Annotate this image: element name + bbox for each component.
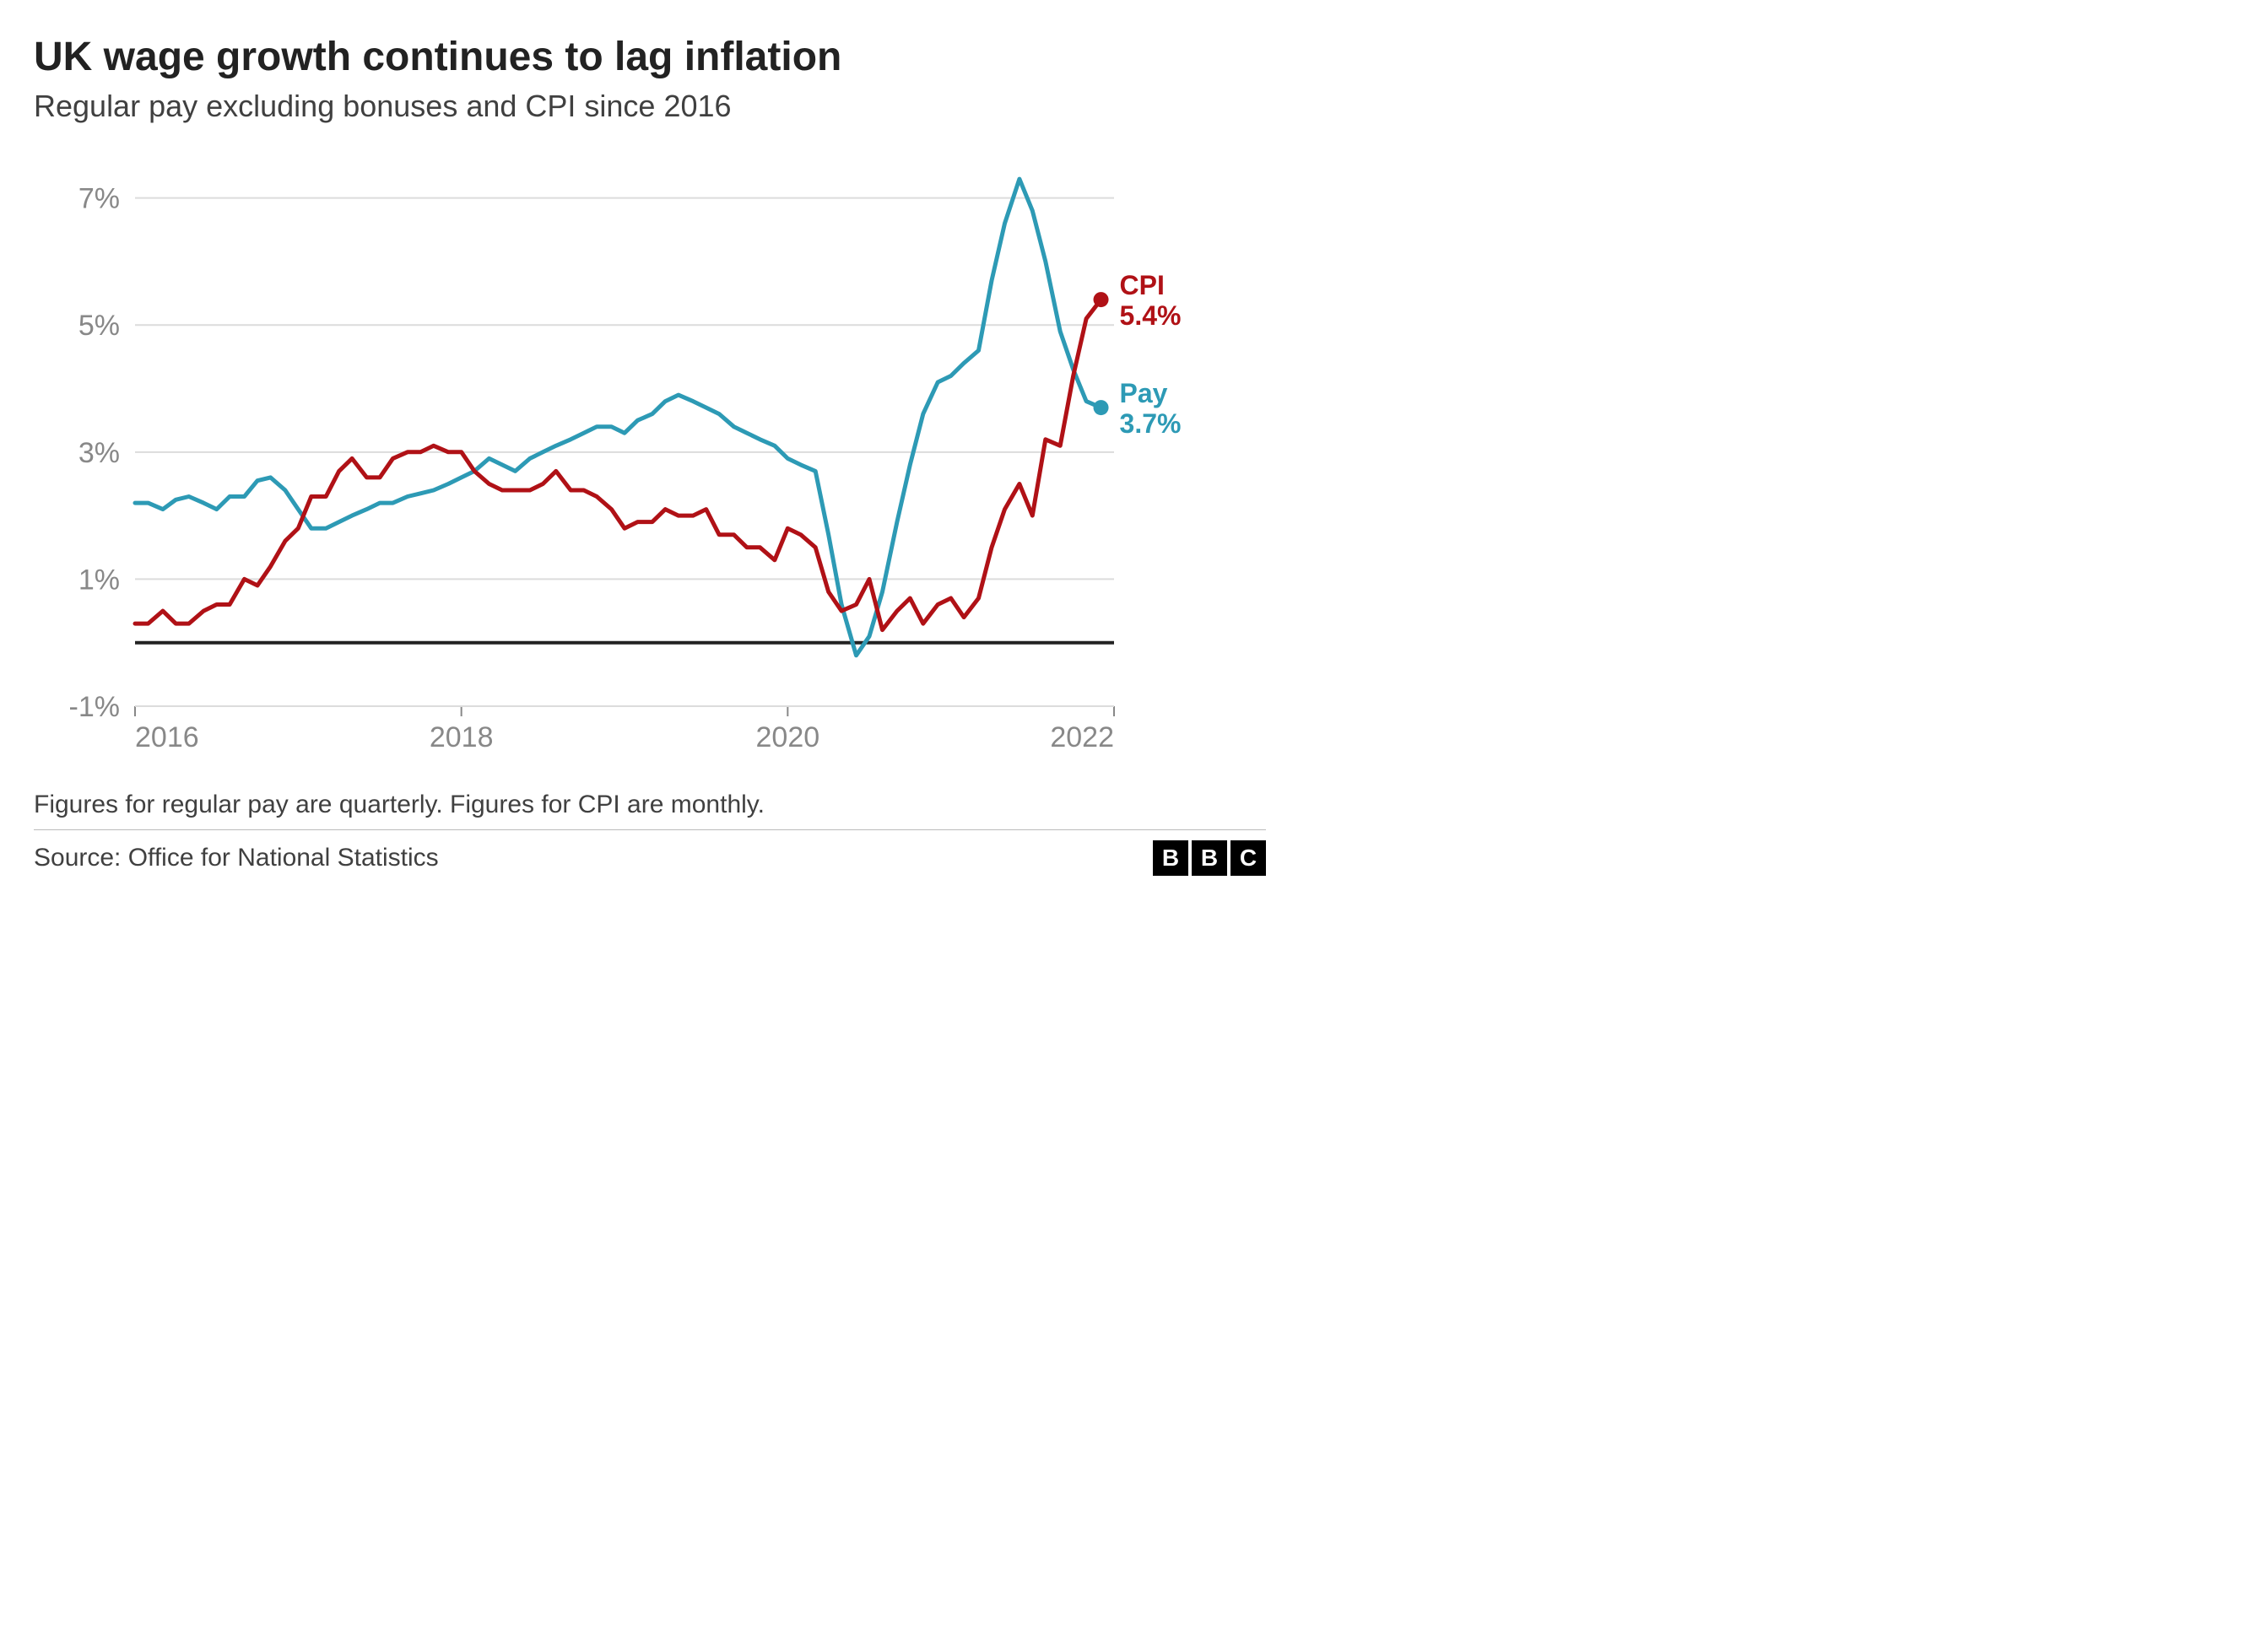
plot-area: -1% 1% 3% 5% 7% 2016 2018 2020 2022 Pay3.7% CPI5.4… [34,158,1266,765]
chart-subtitle: Regular pay excluding bonuses and CPI si… [34,89,1266,124]
svg-text:3%: 3% [78,437,120,469]
svg-text:2020: 2020 [756,721,820,753]
svg-text:5%: 5% [78,310,120,342]
svg-text:1%: 1% [78,564,120,596]
svg-text:5.4%: 5.4% [1120,300,1182,331]
svg-text:Pay: Pay [1120,378,1168,408]
source-row: Source: Office for National Statistics B… [34,829,1266,876]
chart-title: UK wage growth continues to lag inflatio… [34,34,1266,80]
svg-text:2018: 2018 [430,721,494,753]
chart-footnote: Figures for regular pay are quarterly. F… [34,791,1266,829]
bbc-logo-letter: B [1192,840,1227,876]
svg-text:2016: 2016 [135,721,199,753]
chart-svg: -1% 1% 3% 5% 7% 2016 2018 2020 2022 Pay3.7% CPI5.4… [34,158,1266,765]
svg-text:2022: 2022 [1050,721,1114,753]
svg-text:7%: 7% [78,183,120,215]
svg-text:CPI: CPI [1120,270,1165,300]
bbc-logo: B B C [1153,840,1266,876]
chart-container: UK wage growth continues to lag inflatio… [34,34,1266,876]
svg-text:3.7%: 3.7% [1120,408,1182,439]
bbc-logo-letter: B [1153,840,1188,876]
svg-text:-1%: -1% [69,691,120,723]
bbc-logo-letter: C [1230,840,1266,876]
chart-source: Source: Office for National Statistics [34,844,439,872]
